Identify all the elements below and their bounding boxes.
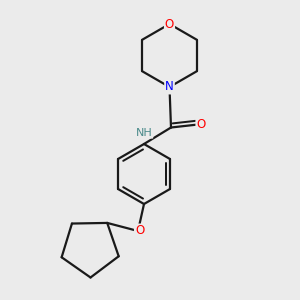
Text: O: O xyxy=(165,17,174,31)
Text: O: O xyxy=(135,224,144,238)
Text: O: O xyxy=(196,118,206,131)
Text: NH: NH xyxy=(136,128,152,138)
Text: N: N xyxy=(165,80,174,94)
